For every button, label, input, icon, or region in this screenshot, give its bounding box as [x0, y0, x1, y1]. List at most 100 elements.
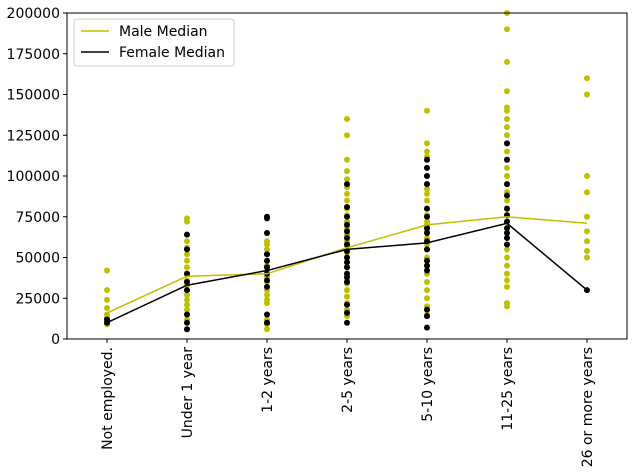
y-tick-label: 100000 [7, 169, 60, 185]
data-point [344, 190, 350, 197]
data-point [184, 319, 190, 326]
data-point [424, 197, 430, 204]
data-point [264, 326, 270, 333]
data-point [504, 234, 510, 241]
x-tick-label: 5-10 years [420, 347, 436, 422]
data-point [504, 197, 510, 204]
legend-box [73, 18, 235, 67]
data-point [344, 234, 350, 241]
data-point [424, 225, 430, 232]
data-point [344, 181, 350, 188]
data-point [504, 192, 510, 199]
data-point [504, 283, 510, 290]
data-point [504, 225, 510, 232]
data-point [504, 107, 510, 114]
data-point [504, 115, 510, 122]
data-point [584, 228, 590, 235]
data-point [344, 156, 350, 163]
data-point [504, 262, 510, 269]
data-point [264, 264, 270, 271]
data-point [424, 190, 430, 197]
y-tick-label: 175000 [7, 47, 60, 63]
data-point [504, 270, 510, 277]
data-point [344, 274, 350, 281]
data-point [184, 306, 190, 313]
data-point [584, 189, 590, 196]
data-point [584, 254, 590, 261]
data-point [584, 213, 590, 220]
data-point [424, 267, 430, 274]
data-point [424, 205, 430, 212]
data-point [184, 264, 190, 271]
data-point [184, 291, 190, 298]
data-point [504, 173, 510, 179]
y-tick-label: 50000 [15, 251, 60, 267]
data-point [504, 230, 510, 237]
data-point [264, 277, 270, 284]
data-point [424, 148, 430, 155]
data-point [344, 293, 350, 300]
data-point [344, 115, 350, 122]
data-point [584, 247, 590, 254]
female-median-line [106, 222, 588, 324]
data-point [264, 230, 270, 237]
data-point [104, 287, 110, 294]
data-point [264, 246, 270, 253]
data-point [104, 267, 110, 274]
legend-label: Female Median [119, 45, 225, 61]
data-point [424, 230, 430, 237]
data-point [344, 176, 350, 183]
data-point [584, 173, 590, 179]
data-point [504, 181, 510, 188]
data-point [344, 301, 350, 308]
data-point [504, 164, 510, 171]
data-point [504, 132, 510, 139]
data-point [504, 88, 510, 95]
data-point [344, 168, 350, 175]
data-point [424, 306, 430, 313]
data-point [344, 259, 350, 266]
data-point [264, 311, 270, 318]
data-point [424, 246, 430, 253]
y-tick-label: 0 [51, 332, 60, 348]
data-point [184, 311, 190, 318]
data-point [344, 287, 350, 294]
data-point [184, 301, 190, 308]
data-point [344, 221, 350, 228]
y-tick-label: 125000 [7, 128, 60, 144]
y-tick-label: 75000 [15, 210, 60, 226]
data-point [184, 278, 190, 285]
data-point [424, 140, 430, 147]
data-point [584, 238, 590, 245]
data-point [264, 291, 270, 298]
y-tick-label: 200000 [7, 6, 60, 22]
data-point [184, 257, 190, 264]
data-point [424, 257, 430, 264]
data-point [104, 305, 110, 312]
data-point [424, 262, 430, 269]
data-point [104, 296, 110, 303]
scatter-points-layer [104, 10, 590, 333]
data-point [344, 254, 350, 261]
data-point [424, 313, 430, 320]
legend-label: Male Median [119, 24, 208, 40]
x-tick-label: 11-25 years [500, 347, 516, 431]
x-tick-label: Not employed. [100, 347, 116, 450]
median-lines-layer [106, 215, 588, 324]
y-tick-label: 25000 [15, 291, 60, 307]
data-point [344, 264, 350, 271]
data-point [424, 156, 430, 163]
data-point [184, 251, 190, 258]
data-point [344, 309, 350, 316]
data-point [424, 278, 430, 285]
data-point [504, 277, 510, 284]
legend: Male Median Female Median [73, 18, 235, 67]
data-point [504, 241, 510, 248]
data-point [504, 148, 510, 155]
x-tick-label: 26 or more years [580, 347, 596, 467]
data-point [504, 124, 510, 131]
x-tick-label: 2-5 years [340, 347, 356, 413]
data-point [424, 213, 430, 220]
data-point [504, 205, 510, 212]
data-point [264, 283, 270, 290]
